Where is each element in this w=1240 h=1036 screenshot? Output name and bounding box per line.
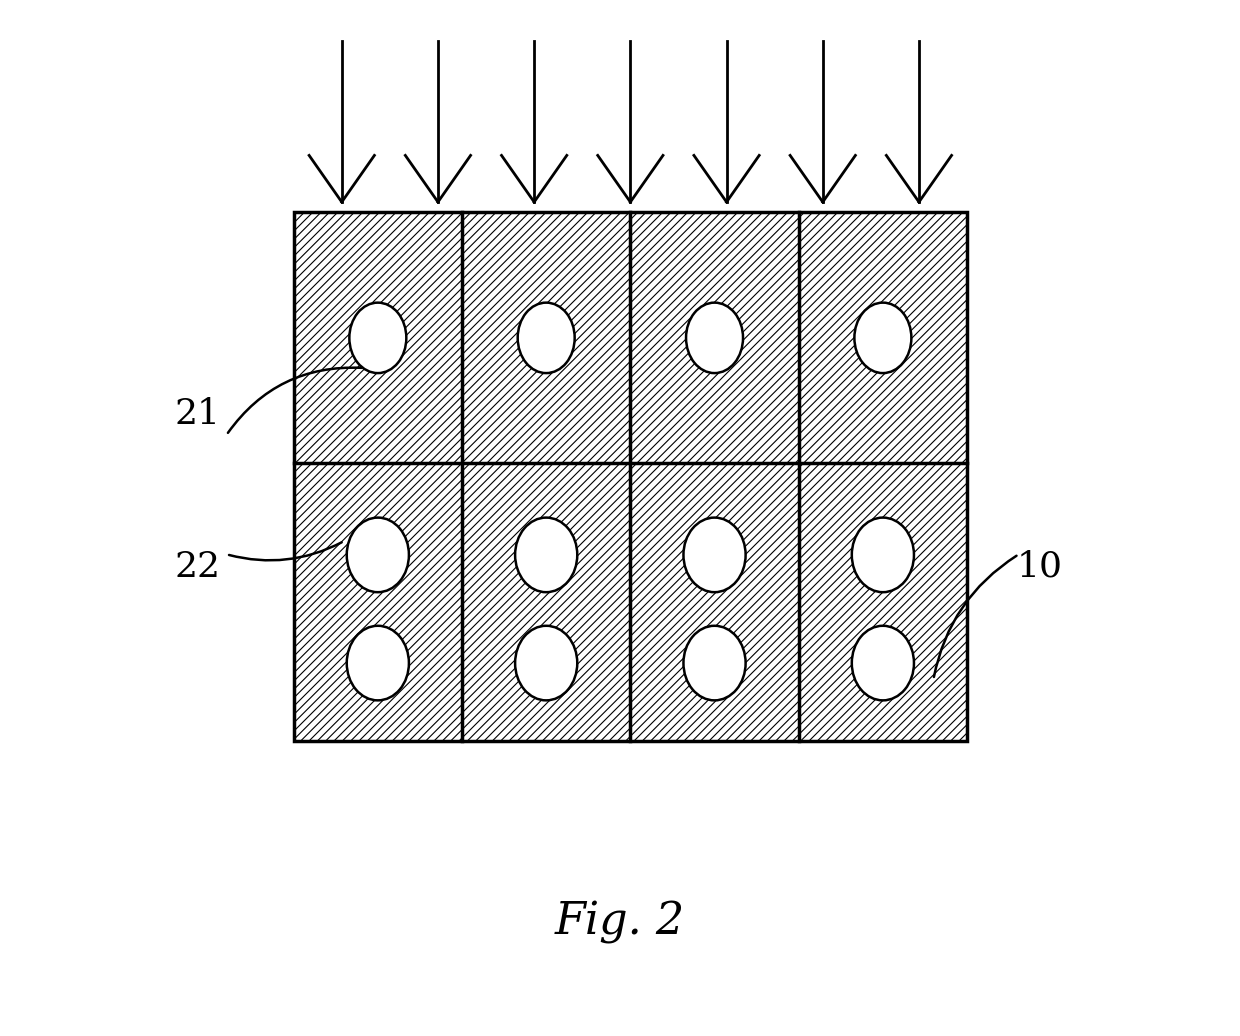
Bar	[294, 212, 967, 741]
Bar	[463, 463, 630, 741]
Ellipse shape	[686, 303, 743, 373]
Ellipse shape	[347, 518, 409, 593]
Ellipse shape	[852, 626, 914, 700]
FancyArrowPatch shape	[934, 555, 1017, 677]
Bar	[799, 463, 967, 741]
Bar	[294, 212, 463, 463]
Text: 10: 10	[1017, 550, 1063, 583]
Ellipse shape	[517, 303, 574, 373]
Bar	[630, 212, 799, 463]
Ellipse shape	[347, 626, 409, 700]
Bar	[630, 463, 799, 741]
Text: 22: 22	[175, 550, 221, 583]
FancyArrowPatch shape	[229, 542, 342, 560]
Ellipse shape	[683, 626, 745, 700]
Ellipse shape	[515, 626, 578, 700]
Ellipse shape	[852, 518, 914, 593]
Ellipse shape	[515, 518, 578, 593]
Bar	[294, 463, 463, 741]
Text: Fig. 2: Fig. 2	[554, 900, 686, 944]
Ellipse shape	[683, 518, 745, 593]
Ellipse shape	[854, 303, 911, 373]
Ellipse shape	[350, 303, 407, 373]
Text: 21: 21	[175, 398, 221, 431]
FancyArrowPatch shape	[228, 368, 362, 433]
Bar	[463, 212, 630, 463]
Bar	[799, 212, 967, 463]
